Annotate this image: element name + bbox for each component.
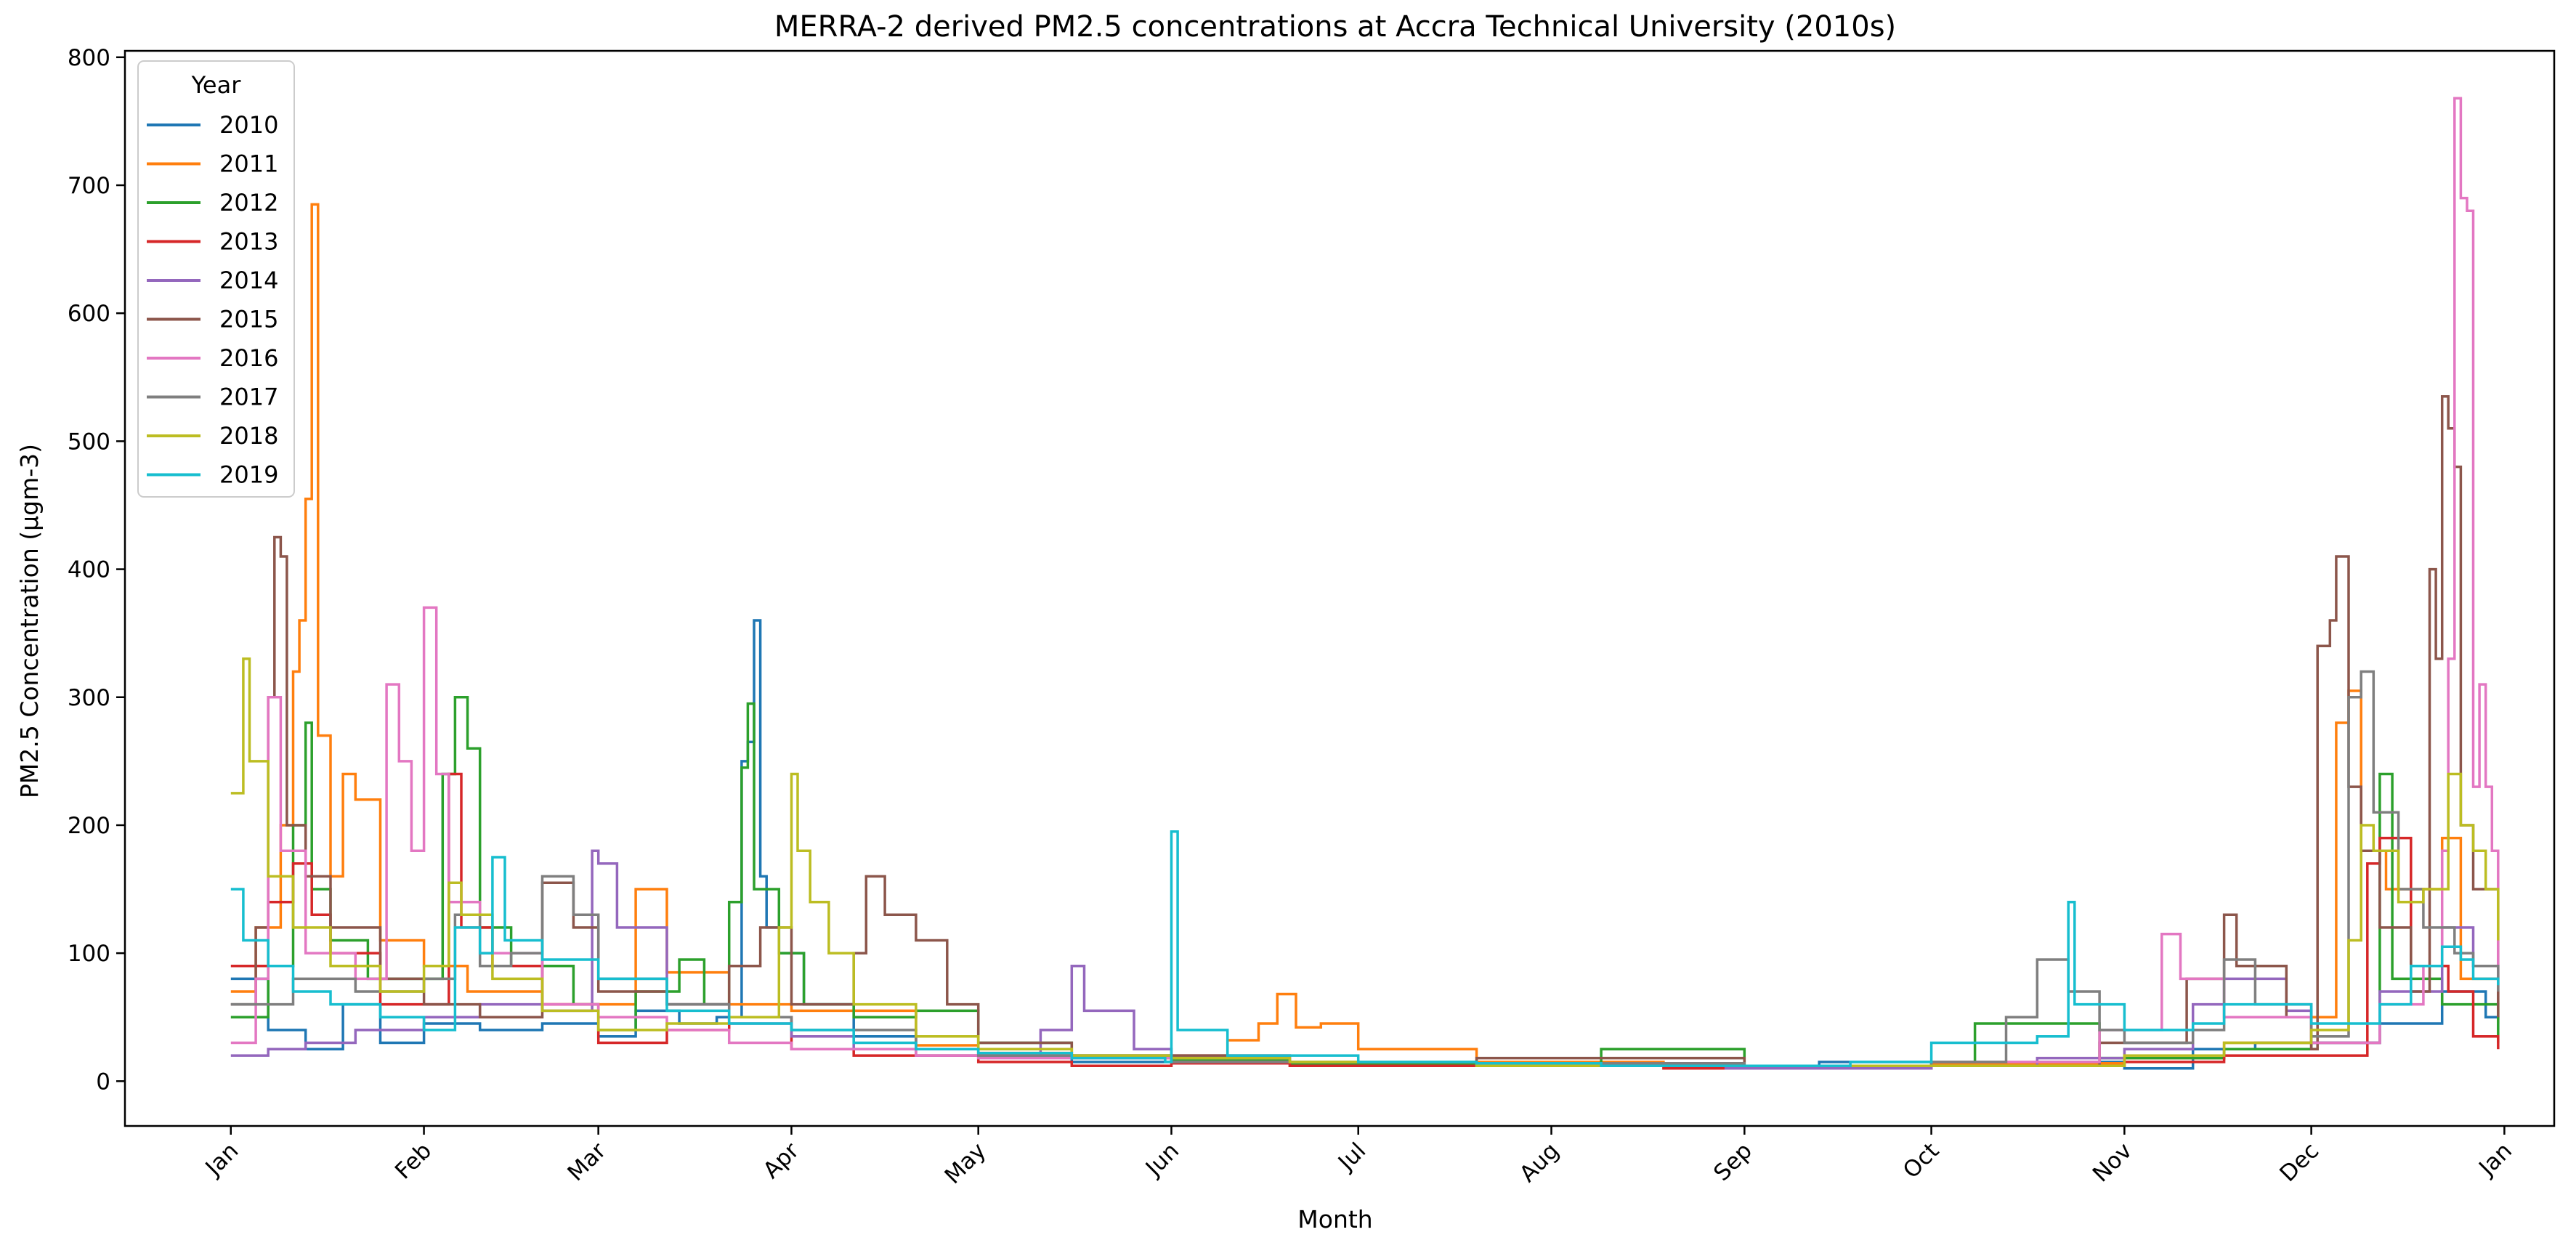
y-tick-label: 600 <box>68 301 110 327</box>
legend-label-2010: 2010 <box>219 111 278 139</box>
y-tick-label: 100 <box>68 941 110 967</box>
legend-label-2013: 2013 <box>219 228 278 256</box>
legend-label-2012: 2012 <box>219 189 278 216</box>
legend-title: Year <box>191 71 242 99</box>
y-tick-label: 0 <box>96 1069 110 1095</box>
legend-label-2014: 2014 <box>219 267 278 294</box>
chart-title: MERRA-2 derived PM2.5 concentrations at … <box>774 10 1896 44</box>
series-line-2019 <box>230 830 2500 1067</box>
x-axis-label: Month <box>1297 1205 1372 1233</box>
y-tick-label: 300 <box>68 685 110 711</box>
legend-label-2011: 2011 <box>219 150 278 178</box>
y-tick-label: 400 <box>68 557 110 583</box>
legend-label-2016: 2016 <box>219 344 278 372</box>
series-line-2018 <box>230 657 2500 1067</box>
plot-lines <box>230 97 2500 1070</box>
y-axis-label: PM2.5 Concentration (µgm-3) <box>15 444 44 798</box>
legend-label-2019: 2019 <box>219 461 278 489</box>
y-tick-label: 500 <box>68 429 110 455</box>
plot-frame <box>123 49 2556 1127</box>
legend-label-2015: 2015 <box>219 306 278 333</box>
legend: Year 2010 2011 2012 2013 2014 2015 2016 2017 2018… <box>137 60 295 498</box>
y-tick-label: 800 <box>68 45 110 71</box>
legend-label-2018: 2018 <box>219 422 278 450</box>
y-tick-label: 200 <box>68 813 110 839</box>
y-tick-label: 700 <box>68 173 110 199</box>
legend-label-2017: 2017 <box>219 384 278 411</box>
legend-box <box>137 60 295 498</box>
y-axis-ticks: 0 100 200 300 400 500 600 700 800 <box>68 45 125 1095</box>
